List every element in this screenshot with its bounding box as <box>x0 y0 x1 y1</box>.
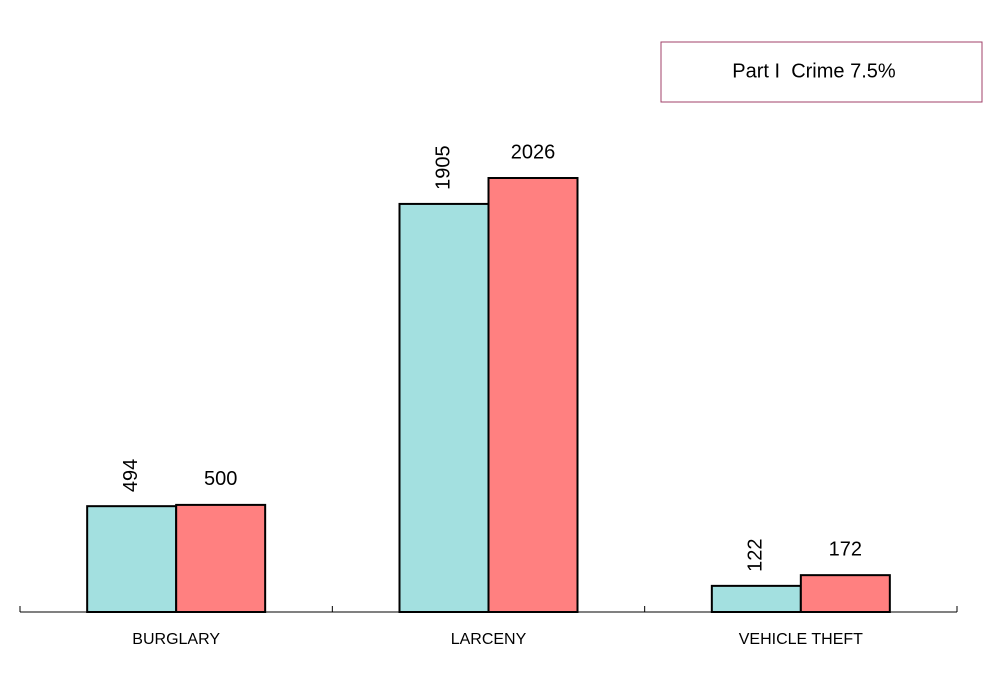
bar <box>175 503 267 613</box>
bar <box>398 202 490 613</box>
bar <box>487 177 579 613</box>
annotation-box <box>660 41 983 103</box>
bar <box>86 505 178 614</box>
bar <box>799 574 891 613</box>
value-label: 1905 <box>432 145 454 190</box>
annotation: Part I Crime 7.5% <box>732 60 896 82</box>
value-label: 2026 <box>511 141 556 163</box>
value-label: 494 <box>120 459 142 492</box>
bar <box>710 584 802 613</box>
value-label: 122 <box>745 538 767 571</box>
x-tick-label: VEHICLE THEFT <box>739 631 863 648</box>
x-tick-label: BURGLARY <box>132 631 220 648</box>
x-tick-label: LARCENY <box>451 631 527 648</box>
value-label: 500 <box>204 468 237 490</box>
value-label: 172 <box>829 538 862 560</box>
